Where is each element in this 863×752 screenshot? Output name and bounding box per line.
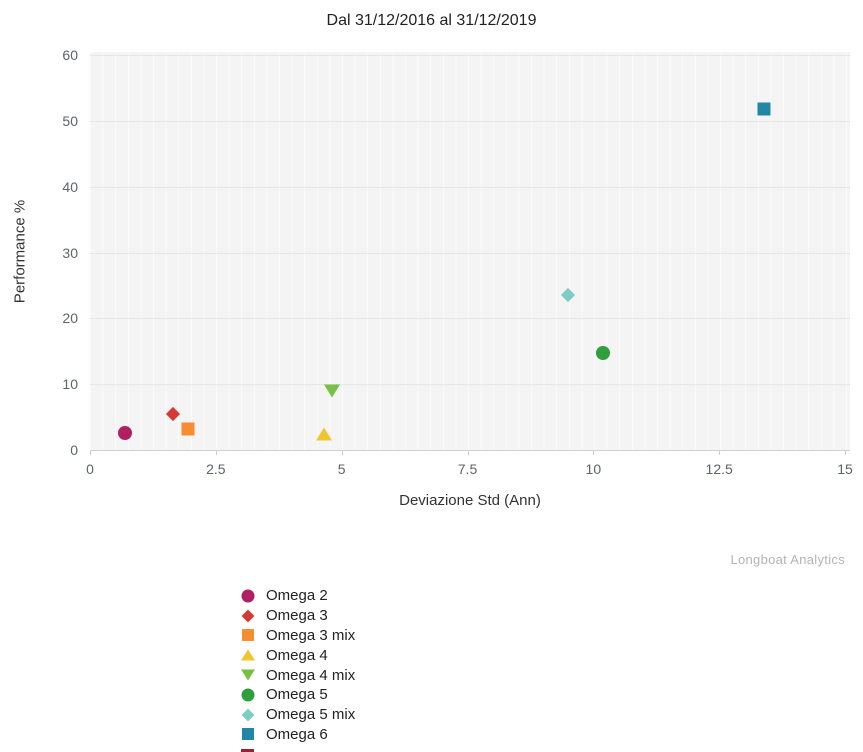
x-tick-label-5: 5 <box>337 461 346 477</box>
x-tick-label-2.5: 2.5 <box>206 461 226 477</box>
legend-item-omega-4-mix[interactable]: Omega 4 mix <box>240 665 355 685</box>
legend-label-omega-2: Omega 2 <box>266 587 328 605</box>
y-axis-title: Performance % <box>11 199 29 304</box>
legend-label-omega-5-mix: Omega 5 mix <box>266 706 356 724</box>
x-tick-mark-2.5 <box>215 451 217 455</box>
gridline-y-60 <box>90 55 850 56</box>
legend-item-omega-4[interactable]: Omega 4 <box>240 645 355 665</box>
y-tick-label-10: 10 <box>62 376 78 393</box>
omega-3-diamond-icon <box>240 608 256 624</box>
legend-label-omega-6: Omega 6 <box>266 725 328 743</box>
x-tick-mark-7.5 <box>467 451 469 455</box>
x-tick-mark-10 <box>593 451 595 455</box>
gridline-y-40 <box>90 186 850 188</box>
x-tick-mark-0 <box>90 451 91 455</box>
x-tick-label-0: 0 <box>86 461 94 477</box>
y-tick-label-20: 20 <box>62 310 78 327</box>
legend-label-omega-3-mix: Omega 3 mix <box>266 626 356 644</box>
legend-item-omega-2[interactable]: Omega 2 <box>240 586 355 606</box>
gridline-y-10 <box>90 384 850 386</box>
gridline-y-20 <box>90 318 850 320</box>
omega-6-square-icon <box>240 726 256 742</box>
y-tick-label-0: 0 <box>70 442 78 458</box>
x-tick-label-12.5: 12.5 <box>705 461 733 477</box>
data-point-omega-3-mix[interactable] <box>181 422 195 436</box>
legend-item-omega-3[interactable]: Omega 3 <box>240 606 355 626</box>
gridline-y-50 <box>90 120 850 122</box>
partial-legend-marker-icon <box>241 749 254 752</box>
x-tick-label-7.5: 7.5 <box>457 461 478 477</box>
y-tick-label-30: 30 <box>62 244 78 261</box>
gridline-y-30 <box>90 252 850 254</box>
legend: Omega 2 Omega 3 Omega 3 mix Omega 4 Omega 4 … <box>240 586 355 744</box>
omega-4-triangle-up-icon <box>240 647 256 663</box>
legend-item-omega-6[interactable]: Omega 6 <box>240 725 355 745</box>
legend-label-omega-4-mix: Omega 4 mix <box>266 666 356 684</box>
legend-label-omega-5: Omega 5 <box>266 686 328 704</box>
legend-label-omega-4: Omega 4 <box>266 646 328 664</box>
legend-item-omega-5[interactable]: Omega 5 <box>240 685 355 705</box>
watermark-longboat-analytics: Longboat Analytics <box>730 552 845 567</box>
omega-2-circle-icon <box>240 588 256 604</box>
data-point-omega-4[interactable] <box>316 427 333 441</box>
x-tick-mark-12.5 <box>719 451 721 455</box>
data-point-omega-2[interactable] <box>118 425 133 440</box>
y-tick-label-60: 60 <box>62 47 78 63</box>
legend-label-omega-3: Omega 3 <box>266 607 328 625</box>
chart-title: Dal 31/12/2016 al 31/12/2019 <box>326 12 537 29</box>
data-point-omega-6[interactable] <box>757 102 771 116</box>
x-tick-label-10: 10 <box>585 461 602 477</box>
plot-area <box>90 52 850 450</box>
legend-item-omega-5-mix[interactable]: Omega 5 mix <box>240 705 355 725</box>
omega-5-circle-icon <box>240 687 256 703</box>
y-tick-label-50: 50 <box>62 112 78 129</box>
x-tick-mark-15 <box>845 451 846 455</box>
x-tick-label-15: 15 <box>837 461 853 477</box>
data-point-omega-4-mix[interactable] <box>323 384 340 398</box>
omega-3-mix-square-icon <box>240 627 256 643</box>
legend-item-omega-3-mix[interactable]: Omega 3 mix <box>240 626 355 646</box>
data-point-omega-5[interactable] <box>596 346 611 361</box>
y-tick-label-40: 40 <box>62 178 78 195</box>
x-axis-title: Deviazione Std (Ann) <box>399 492 541 509</box>
x-tick-mark-5 <box>341 451 343 455</box>
omega-5-mix-diamond-icon <box>240 707 256 723</box>
x-axis-line <box>90 450 850 451</box>
omega-4-mix-triangle-down-icon <box>240 667 256 683</box>
